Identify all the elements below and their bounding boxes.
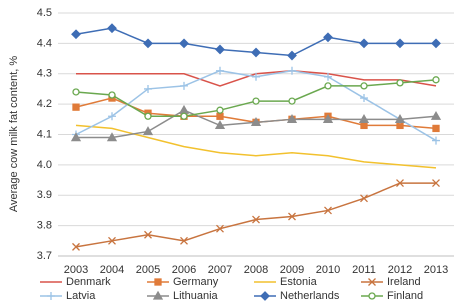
marker xyxy=(108,112,116,121)
marker xyxy=(71,29,81,40)
legend-label: Ireland xyxy=(387,276,421,288)
marker xyxy=(72,103,80,111)
y-tick-label: 4.3 xyxy=(37,68,52,80)
y-tick-label: 3.8 xyxy=(37,220,52,232)
x-tick-label: 2008 xyxy=(244,264,268,276)
marker xyxy=(431,38,441,49)
marker xyxy=(252,72,260,81)
legend-label: Finland xyxy=(387,290,423,302)
marker xyxy=(106,132,118,142)
legend-label: Lithuania xyxy=(173,290,219,302)
marker xyxy=(288,212,296,221)
marker xyxy=(394,114,406,123)
y-tick-label: 3.7 xyxy=(37,250,52,262)
marker xyxy=(260,291,270,301)
marker xyxy=(250,117,262,126)
marker xyxy=(180,81,188,90)
y-tick-label: 3.9 xyxy=(37,189,52,201)
x-tick-label: 2012 xyxy=(388,264,412,276)
marker xyxy=(142,126,154,136)
x-tick-label: 2011 xyxy=(352,264,376,276)
legend-label: Latvia xyxy=(66,290,96,302)
marker xyxy=(432,136,440,145)
marker xyxy=(286,114,298,123)
marker xyxy=(72,88,80,96)
marker xyxy=(288,97,296,105)
marker xyxy=(358,114,370,123)
marker xyxy=(324,206,332,215)
marker xyxy=(108,236,116,245)
series-line xyxy=(75,124,437,169)
marker xyxy=(70,132,82,142)
marker xyxy=(144,112,152,120)
marker xyxy=(360,82,368,90)
legend-label: Estonia xyxy=(280,276,318,288)
marker xyxy=(359,38,369,49)
marker xyxy=(143,38,153,49)
marker xyxy=(180,112,188,120)
marker xyxy=(287,50,297,61)
marker xyxy=(215,44,225,55)
marker xyxy=(214,120,226,130)
marker xyxy=(324,72,332,81)
marker xyxy=(251,47,261,58)
marker xyxy=(288,66,296,75)
marker xyxy=(216,224,224,233)
x-tick-label: 2010 xyxy=(316,264,340,276)
x-tick-label: 2009 xyxy=(280,264,304,276)
legend-label: Germany xyxy=(173,276,219,288)
marker xyxy=(432,76,440,84)
marker xyxy=(144,230,152,239)
x-tick-label: 2006 xyxy=(172,264,196,276)
y-tick-label: 4.1 xyxy=(37,128,52,140)
marker xyxy=(216,112,224,120)
y-tick-label: 4.2 xyxy=(37,98,52,110)
marker xyxy=(178,104,190,114)
marker xyxy=(216,106,224,114)
x-tick-label: 2004 xyxy=(100,264,124,276)
legend-label: Netherlands xyxy=(280,290,340,302)
marker xyxy=(180,236,188,245)
marker xyxy=(47,292,55,300)
marker xyxy=(432,124,440,133)
marker xyxy=(323,32,333,43)
x-tick-label: 2007 xyxy=(208,264,232,276)
marker xyxy=(368,278,376,286)
x-tick-label: 2003 xyxy=(64,264,88,276)
marker xyxy=(144,84,152,93)
marker xyxy=(216,66,224,75)
marker xyxy=(360,94,368,103)
marker xyxy=(360,194,368,203)
series-line xyxy=(75,182,436,248)
marker xyxy=(324,82,332,90)
marker xyxy=(107,23,117,34)
marker xyxy=(252,215,260,224)
y-tick-label: 4.0 xyxy=(37,159,52,171)
marker xyxy=(430,110,442,120)
marker xyxy=(395,38,405,49)
marker xyxy=(432,179,440,188)
marker xyxy=(154,278,162,286)
legend-label: Denmark xyxy=(66,276,111,288)
y-axis-label: Average cow milk fat content, % xyxy=(8,56,20,213)
marker xyxy=(72,242,80,251)
y-tick-label: 4.4 xyxy=(37,37,52,49)
x-tick-label: 2005 xyxy=(136,264,160,276)
marker xyxy=(396,179,404,188)
marker xyxy=(252,97,260,105)
marker xyxy=(396,79,404,87)
marker xyxy=(108,91,116,99)
marker xyxy=(360,121,368,130)
x-tick-label: 2013 xyxy=(424,264,448,276)
marker xyxy=(179,38,189,49)
marker xyxy=(152,290,164,300)
marker xyxy=(368,292,376,300)
y-tick-label: 4.5 xyxy=(37,7,52,19)
marker xyxy=(322,114,334,123)
